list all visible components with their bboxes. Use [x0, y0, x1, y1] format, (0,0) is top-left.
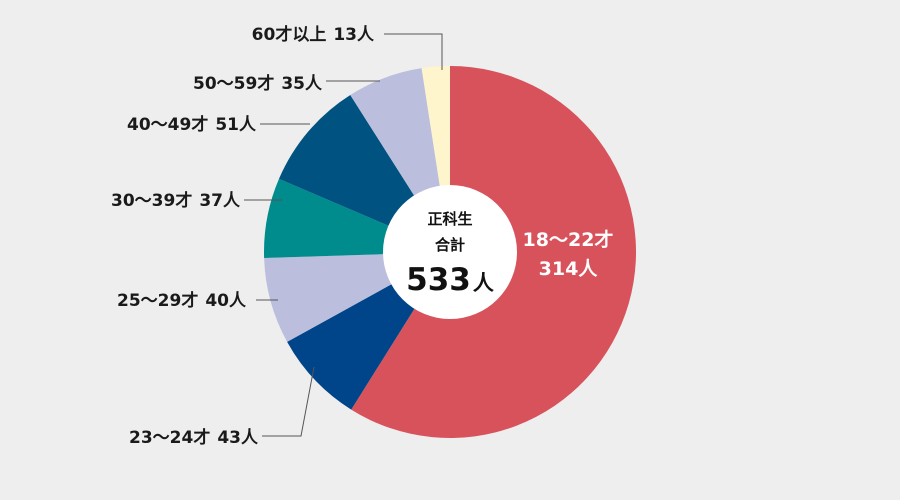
slice-label-0-category: 18～22才	[523, 228, 614, 251]
center-line-2: 合計	[434, 236, 465, 254]
slice-label-1-category: 23～24才	[129, 427, 210, 448]
slice-label-5-value: 35人	[281, 74, 323, 94]
leader-lines-layer	[244, 33, 443, 437]
center-summary: 正科生 合計 533人	[406, 210, 494, 298]
slice-label-0-value: 314人	[539, 258, 599, 280]
center-total-value: 533	[406, 262, 471, 298]
slice-label-5: 50～59才 35人	[193, 73, 323, 94]
slice-label-2-value: 40人	[205, 291, 247, 311]
leader-line-1	[262, 366, 315, 437]
slice-label-2-category: 25～29才	[117, 290, 198, 311]
slice-label-1-value: 43人	[217, 428, 259, 448]
slice-label-4: 40～49才 51人	[127, 114, 257, 135]
slice-labels-layer: 18～22才 314人 23～24才 43人 25～29才 40人 30～39才 37人 40～…	[111, 24, 613, 448]
slice-label-3-value: 37人	[199, 191, 241, 211]
slice-label-6-value: 13人	[333, 25, 375, 45]
slice-label-5-category: 50～59才	[193, 73, 274, 94]
center-total-group: 533人	[406, 262, 494, 298]
slice-label-4-value: 51人	[215, 115, 257, 135]
slice-label-4-category: 40～49才	[127, 114, 208, 135]
slice-label-6-category: 60才以上	[252, 24, 327, 45]
donut-hole	[383, 185, 517, 319]
center-total-unit: 人	[473, 271, 494, 295]
slice-label-3-category: 30～39才	[111, 190, 192, 211]
leader-line-6	[384, 33, 443, 70]
slice-label-6: 60才以上 13人	[252, 24, 375, 45]
slice-label-3: 30～39才 37人	[111, 190, 241, 211]
slice-label-1: 23～24才 43人	[129, 427, 259, 448]
center-line-1: 正科生	[427, 210, 472, 228]
slice-label-2: 25～29才 40人	[117, 290, 247, 311]
